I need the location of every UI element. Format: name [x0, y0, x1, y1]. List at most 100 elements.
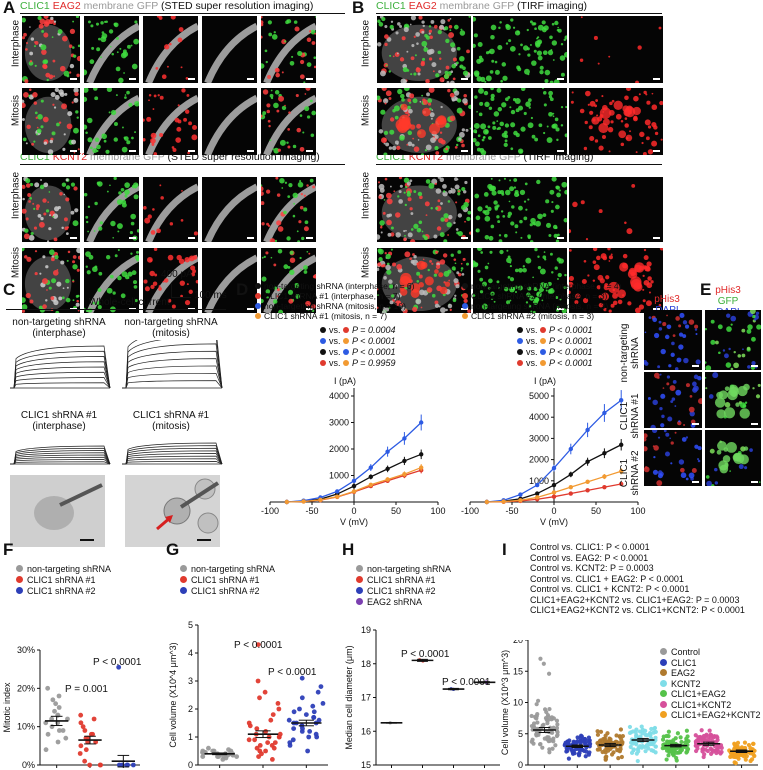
data-point	[55, 739, 61, 745]
data-point	[618, 747, 623, 752]
fluorescent-puncta	[598, 295, 603, 299]
fluorescent-puncta	[454, 184, 460, 190]
fluorescent-puncta	[265, 60, 268, 64]
fluorescent-puncta	[131, 136, 134, 140]
fluorescent-puncta	[526, 28, 529, 32]
data-point	[45, 731, 51, 737]
fluorescent-puncta	[399, 184, 403, 188]
fluorescent-puncta	[539, 268, 546, 275]
fluorescent-puncta	[129, 231, 133, 235]
fluorescent-puncta	[412, 306, 418, 312]
fluorescent-puncta	[263, 255, 266, 259]
fluorescent-puncta	[143, 138, 146, 142]
fluorescent-puncta	[64, 226, 69, 231]
y-tick-label: 2000	[329, 444, 349, 454]
fluorescent-puncta	[181, 88, 186, 93]
fluorescent-puncta	[615, 113, 622, 120]
fluorescent-puncta	[100, 56, 102, 59]
fluorescent-puncta	[428, 57, 433, 61]
x-tick-label: 50	[591, 506, 601, 516]
fluorescent-puncta	[72, 220, 79, 227]
fluorescent-puncta	[750, 310, 756, 315]
fluorescent-puncta	[279, 177, 285, 184]
fluorescent-puncta	[261, 186, 264, 192]
patch-pipette	[179, 481, 220, 509]
fluorescent-puncta	[134, 254, 139, 260]
fluorescent-puncta	[97, 305, 102, 310]
fluorescent-puncta	[662, 387, 665, 389]
fluorescent-puncta	[507, 211, 513, 216]
fluorescent-puncta	[644, 331, 647, 334]
fluorescent-puncta	[603, 307, 607, 312]
fluorescent-puncta	[303, 194, 306, 197]
data-point	[669, 739, 674, 744]
fluorescent-puncta	[439, 57, 442, 60]
fluorescent-puncta	[522, 45, 529, 51]
fluorescent-puncta	[612, 292, 618, 299]
scale-bar	[653, 150, 660, 152]
fluorescent-puncta	[32, 202, 35, 205]
whole-cell-current-title: Whole-cell current	[89, 297, 170, 308]
stat-comparison: Control vs. CLIC1 + EAG2: P < 0.0001	[530, 573, 684, 584]
micrograph-tile	[202, 88, 257, 155]
fluorescent-puncta	[473, 294, 476, 297]
fluorescent-puncta	[65, 232, 69, 236]
fluorescent-puncta	[192, 125, 198, 130]
fluorescent-puncta	[537, 39, 543, 45]
fluorescent-puncta	[93, 230, 96, 232]
fluorescent-puncta	[150, 284, 155, 290]
fluorescent-puncta	[491, 190, 497, 196]
fluorescent-puncta	[692, 387, 698, 393]
fluorescent-puncta	[261, 20, 264, 25]
data-point	[619, 481, 624, 487]
data-point	[221, 754, 227, 759]
fluorescent-puncta	[552, 115, 555, 118]
fluorescent-puncta	[509, 299, 512, 302]
legend-entry: CLIC1 shRNA #1 (interphase, n = 7)	[255, 291, 400, 301]
fluorescent-puncta	[416, 42, 419, 45]
fluorescent-puncta	[747, 365, 751, 369]
fluorescent-puncta	[627, 301, 632, 306]
data-point	[50, 697, 56, 703]
fluorescent-puncta	[158, 285, 161, 288]
fluorescent-puncta	[646, 300, 652, 307]
data-point	[568, 472, 573, 477]
fluorescent-puncta	[53, 237, 58, 242]
fluorescent-puncta	[415, 298, 422, 305]
fluorescent-puncta	[516, 65, 521, 70]
stat-comparison: Control vs. KCNT2: P = 0.0003	[530, 563, 654, 573]
fluorescent-puncta	[29, 26, 31, 28]
fluorescent-puncta	[468, 104, 471, 110]
p-value: P < 0.0001	[234, 640, 283, 651]
fluorescent-puncta	[510, 221, 515, 226]
fluorescent-puncta	[85, 309, 89, 313]
fluorescent-puncta	[648, 316, 652, 319]
fluorescent-puncta	[450, 70, 454, 73]
fluorescent-puncta	[509, 179, 512, 182]
fluorescent-puncta	[473, 33, 478, 38]
membrane	[204, 94, 257, 155]
fluorescent-puncta	[412, 98, 418, 104]
fluorescent-puncta	[490, 93, 495, 98]
data-point	[529, 713, 534, 719]
data-point	[284, 499, 289, 505]
fluorescent-puncta	[658, 320, 662, 324]
fluorescent-puncta	[261, 298, 264, 304]
fluorescent-puncta	[424, 33, 428, 38]
fluorescent-puncta	[447, 88, 451, 93]
fluorescent-puncta	[171, 304, 176, 309]
fluorescent-puncta	[565, 105, 567, 109]
fluorescent-puncta	[533, 287, 538, 292]
fluorescent-puncta	[644, 361, 649, 366]
data-point	[53, 701, 59, 707]
fluorescent-puncta	[152, 281, 158, 286]
fluorescent-puncta	[289, 269, 295, 276]
fluorescent-puncta	[717, 324, 723, 330]
fluorescent-puncta	[289, 257, 296, 263]
trace-group-label: CLIC1 shRNA #1 (interphase)	[20, 410, 98, 432]
data-point	[685, 734, 690, 739]
fluorescent-puncta	[706, 480, 712, 486]
y-axis-label: Mitotic index	[2, 682, 12, 733]
fluorescent-puncta	[131, 270, 137, 276]
current-traces	[10, 340, 223, 465]
